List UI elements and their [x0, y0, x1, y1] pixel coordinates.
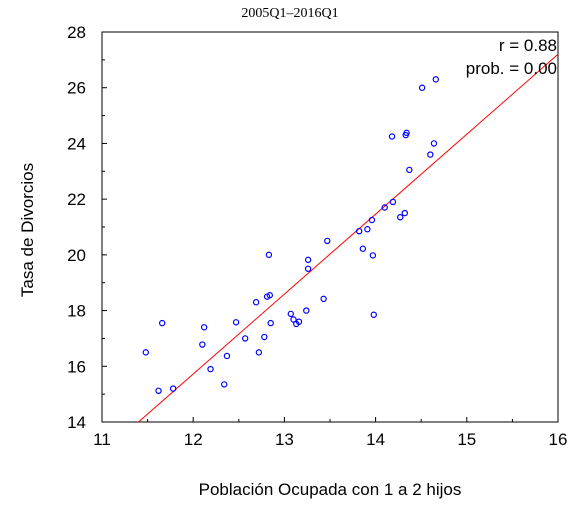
data-point [427, 151, 434, 158]
data-point [287, 310, 294, 318]
y-tick-label: 14 [67, 413, 86, 432]
data-point [223, 352, 231, 360]
data-point [418, 84, 426, 91]
data-point [369, 252, 377, 259]
data-point [142, 349, 149, 356]
data-point [221, 381, 228, 388]
probability-annotation: prob. = 0.00 [466, 59, 557, 78]
data-point [403, 129, 410, 137]
data-point [432, 76, 439, 83]
data-point [368, 216, 376, 224]
data-point [389, 198, 397, 206]
x-tick-label: 14 [366, 430, 385, 449]
y-axis-label: Tasa de Divorcios [18, 163, 37, 297]
plot-frame [101, 31, 559, 423]
y-tick-label: 26 [67, 79, 86, 98]
data-point [155, 387, 162, 394]
data-point [232, 319, 240, 326]
data-point [359, 245, 367, 252]
x-tick-label: 16 [549, 430, 568, 449]
data-point [303, 307, 310, 314]
data-point [158, 319, 166, 327]
data-point [199, 341, 206, 348]
data-point [200, 324, 208, 331]
y-tick-label: 18 [67, 302, 86, 321]
data-point [388, 133, 396, 140]
data-point [370, 311, 377, 318]
data-point [241, 335, 249, 342]
y-tick-label: 20 [67, 246, 86, 265]
data-point [355, 227, 363, 235]
y-tick-label: 22 [67, 190, 86, 209]
data-point [207, 365, 214, 373]
correlation-annotation: r = 0.88 [499, 36, 557, 55]
y-axis: 14 16 18 20 22 24 26 28 [67, 23, 107, 432]
data-point [295, 318, 303, 325]
data-points [142, 76, 439, 394]
data-point [304, 265, 312, 272]
data-point [324, 237, 331, 245]
chart-title: 2005Q1–2016Q1 [241, 6, 338, 21]
x-tick-label: 11 [93, 430, 111, 449]
x-tick-label: 12 [184, 430, 203, 449]
data-point [406, 166, 413, 174]
regression-line [138, 53, 559, 423]
data-point [304, 256, 312, 264]
y-tick-label: 28 [67, 23, 86, 42]
data-point [169, 385, 177, 392]
x-tick-label: 15 [457, 430, 476, 449]
data-point [401, 209, 408, 217]
data-point [430, 140, 438, 147]
data-point [261, 333, 268, 341]
y-tick-label: 24 [67, 134, 86, 153]
data-point [320, 295, 327, 303]
data-point [252, 299, 260, 306]
data-point [255, 349, 263, 356]
data-point [364, 226, 371, 233]
data-point [381, 204, 388, 211]
data-point [290, 316, 297, 323]
data-point [267, 319, 274, 327]
data-point [265, 251, 273, 259]
data-point [397, 214, 404, 221]
x-tick-label: 13 [275, 430, 294, 449]
x-axis: 11 12 13 14 15 16 [93, 417, 567, 449]
data-point [266, 292, 274, 299]
x-axis-label: Población Ocupada con 1 a 2 hijos [199, 480, 462, 499]
regression-line-group [138, 53, 559, 423]
y-tick-label: 16 [67, 357, 86, 376]
